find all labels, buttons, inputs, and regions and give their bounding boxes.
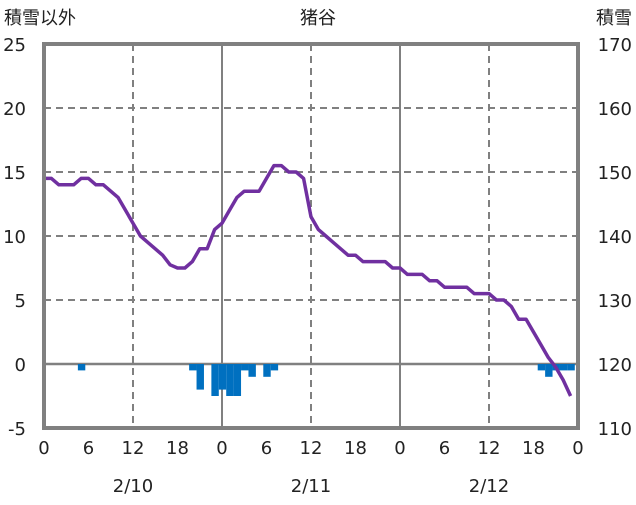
x-tick-label: 6 [83,438,94,459]
x-tick-label: 12 [122,438,145,459]
x-tick-label: 12 [478,438,501,459]
precip-bar [241,364,249,371]
right-tick-label: 150 [598,163,632,184]
left-tick-label: 20 [3,99,26,120]
date-label: 2/10 [113,476,153,497]
right-tick-label: 170 [598,35,632,56]
x-tick-label: 0 [216,438,227,459]
precip-bar [233,364,242,396]
x-tick-label: 6 [261,438,272,459]
x-tick-label: 12 [300,438,323,459]
x-tick-label: 18 [522,438,545,459]
left-axis-title: 積雪以外 [4,8,76,29]
precip-bar [226,364,234,396]
left-tick-label: -5 [8,419,26,440]
left-tick-label: 15 [3,163,26,184]
x-tick-label: 0 [38,438,49,459]
x-tick-label: 18 [166,438,189,459]
date-label: 2/11 [291,476,331,497]
left-tick-label: 25 [3,35,26,56]
precip-bar [211,364,219,396]
left-tick-label: 10 [3,227,26,248]
precip-bar [77,364,86,371]
right-tick-label: 130 [598,291,632,312]
left-tick-label: 0 [15,355,26,376]
precip-bar [189,364,197,371]
date-label: 2/12 [469,476,509,497]
precip-bar [248,364,256,377]
precip-bar [559,364,568,371]
precip-bar [270,364,279,371]
precip-bar [567,364,575,371]
x-tick-label: 18 [344,438,367,459]
precip-bar [218,364,227,390]
precip-bar [196,364,204,390]
right-axis-title: 積雪 [596,8,632,29]
x-tick-label: 6 [439,438,450,459]
right-tick-label: 110 [598,419,632,440]
right-tick-label: 160 [598,99,632,120]
chart-title: 猪谷 [300,8,336,29]
plot-frame [42,42,580,430]
precip-bar [545,364,553,377]
right-tick-label: 140 [598,227,632,248]
precip-bar [263,364,271,377]
x-tick-label: 0 [572,438,583,459]
precip-bar [537,364,546,371]
snow-depth-line [44,163,573,397]
right-tick-label: 120 [598,355,632,376]
left-tick-label: 5 [15,291,26,312]
x-tick-label: 0 [394,438,405,459]
